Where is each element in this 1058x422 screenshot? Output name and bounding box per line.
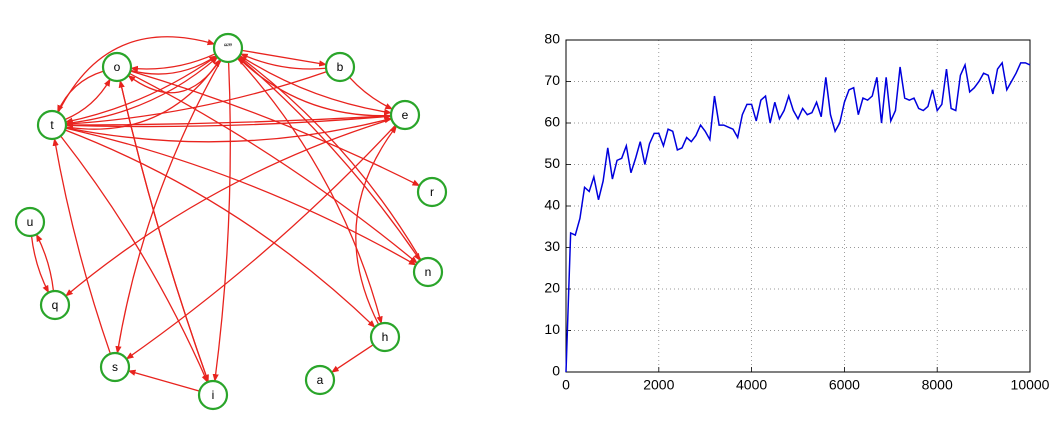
graph-edge (30, 235, 50, 294)
graph-edge (127, 369, 200, 392)
graph-node (212, 32, 244, 64)
graph-edge (115, 59, 222, 354)
graph-edge (240, 53, 327, 70)
plot-frame (565, 39, 1031, 373)
graph-edge (65, 70, 327, 127)
node-label: “” (224, 41, 232, 55)
graph-edge (64, 78, 111, 121)
node-label: i (212, 388, 215, 402)
graph-edge (239, 55, 392, 115)
graph-node (36, 109, 68, 141)
graph-edge (130, 55, 217, 75)
y-tick-label: 40 (544, 197, 560, 213)
graph-edge (64, 129, 376, 328)
y-tick-label: 30 (544, 238, 560, 254)
node-label: a (317, 373, 324, 387)
graph-edge (35, 233, 55, 292)
graph-node (416, 176, 448, 208)
y-tick-label: 80 (544, 31, 560, 47)
node-label: e (402, 108, 409, 122)
graph-edge (238, 55, 422, 261)
node-label: o (114, 60, 121, 74)
graph-edge (125, 124, 396, 360)
graph-edge (65, 58, 221, 130)
y-tick-label: 50 (544, 155, 560, 171)
graph-node (369, 321, 401, 353)
graph-edge (64, 55, 217, 124)
graph-edge (65, 117, 393, 143)
graph-edge (130, 70, 421, 187)
graph-edge (65, 113, 392, 128)
y-tick-label: 70 (544, 72, 560, 88)
graph-node (324, 51, 356, 83)
y-tick-label: 10 (544, 321, 560, 337)
graph-node (412, 256, 444, 288)
graph-node (99, 351, 131, 383)
x-tick-label: 8000 (922, 377, 953, 393)
x-tick-label: 10000 (1011, 377, 1050, 393)
graph-edge (65, 118, 392, 297)
node-label: s (112, 360, 118, 374)
graph-node (14, 206, 46, 238)
graph-edge (60, 135, 209, 383)
graph-node (197, 379, 229, 411)
graph-edges (30, 36, 422, 392)
y-tick-label: 0 (552, 363, 560, 379)
graph-edge (65, 127, 417, 266)
graph-edge (348, 76, 394, 110)
graph-edge (57, 70, 104, 113)
graph-edge (52, 138, 112, 354)
graph-edge (238, 56, 421, 262)
graph-node (39, 289, 71, 321)
graph-edge (65, 115, 392, 129)
node-label: h (382, 330, 389, 344)
graph-edge (355, 125, 398, 325)
data-line (565, 60, 1031, 373)
graph-edge (65, 56, 219, 125)
node-label: r (430, 185, 434, 199)
graph-edge (127, 59, 221, 94)
node-label: t (50, 118, 54, 132)
graph-edge (212, 61, 231, 382)
y-tick-label: 60 (544, 114, 560, 130)
node-label: b (337, 60, 344, 74)
graph-edge (130, 53, 216, 73)
node-label: n (425, 265, 432, 279)
x-tick-label: 4000 (736, 377, 767, 393)
graph-edge (236, 57, 383, 325)
graph-edge (57, 36, 216, 113)
graph-edge (119, 80, 209, 383)
node-label: u (27, 215, 34, 229)
x-tick-label: 2000 (643, 377, 674, 393)
x-tick-label: 6000 (829, 377, 860, 393)
graph-node (101, 51, 133, 83)
x-tick-label: 0 (562, 377, 570, 393)
graph-node (389, 99, 421, 131)
graph-nodes: “” o b e t r u n q h s a i (14, 32, 448, 411)
graph-edge (129, 72, 418, 264)
graph-edge (241, 49, 327, 67)
graph-edge (331, 344, 374, 373)
line-chart: 0 10 20 30 40 50 60 70 80 0 2000 4000 6000 8000 10000 (544, 31, 1049, 393)
graph-node (304, 364, 336, 396)
node-label: q (52, 298, 59, 312)
y-tick-label: 20 (544, 280, 560, 296)
